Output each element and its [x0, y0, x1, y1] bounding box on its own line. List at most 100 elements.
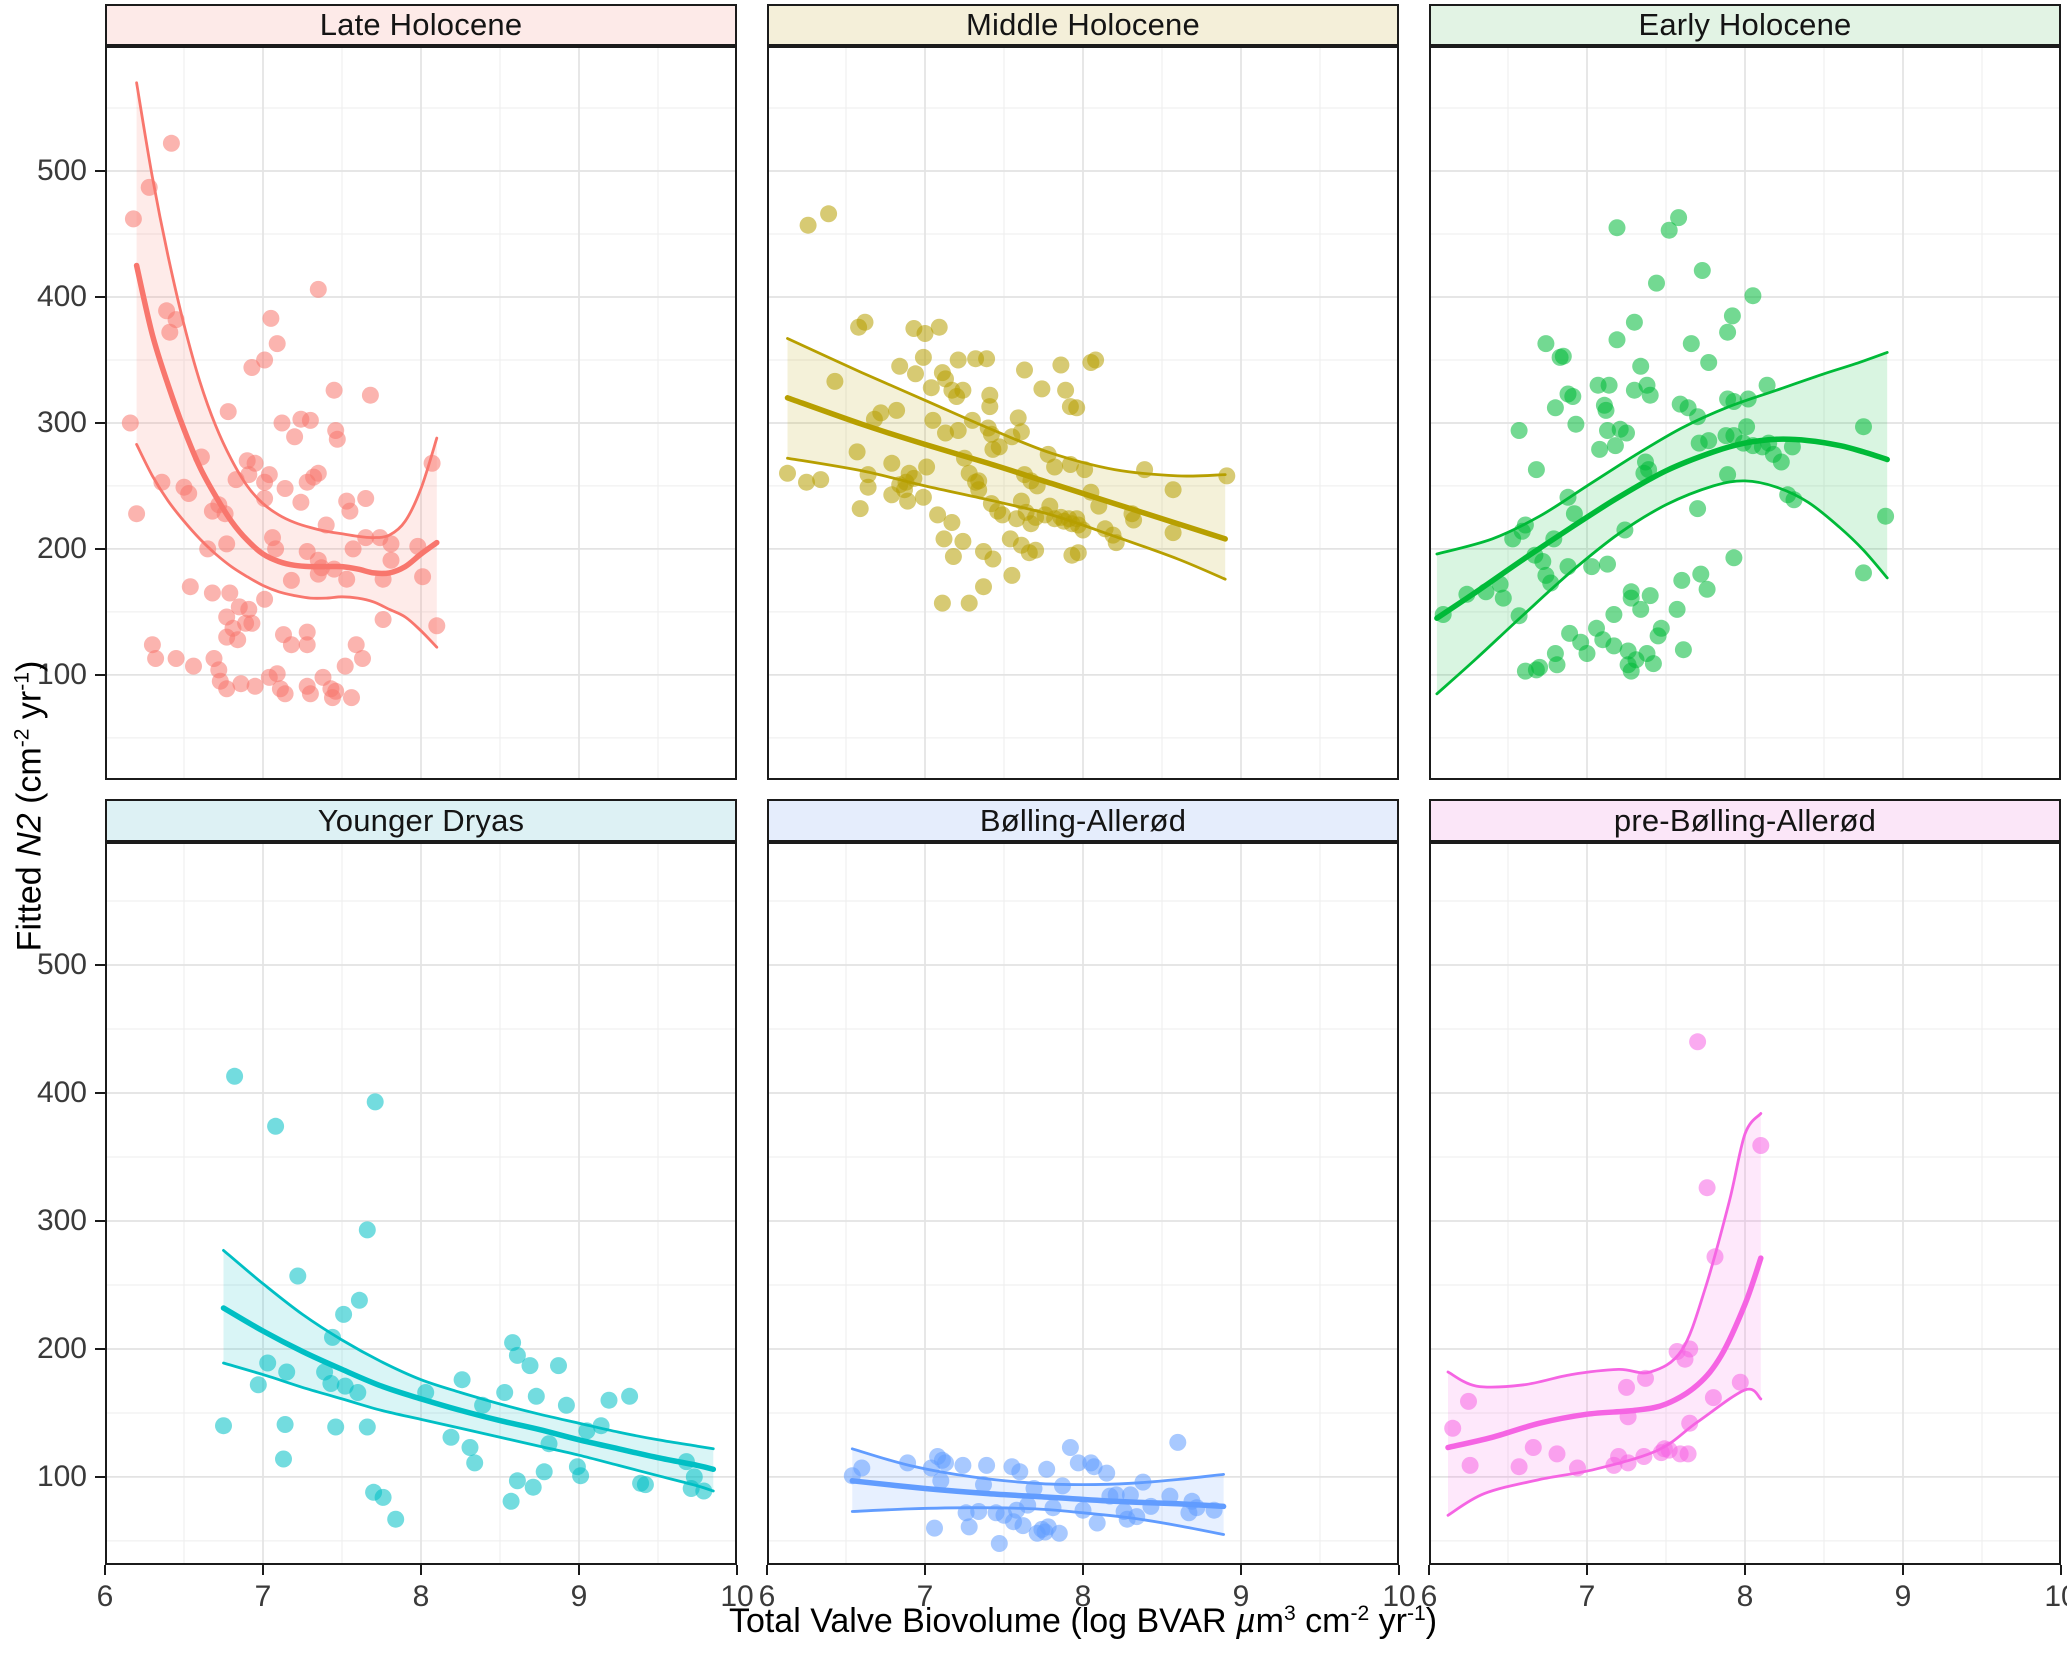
data-point	[140, 178, 158, 196]
data-point	[929, 506, 947, 524]
data-point	[535, 1463, 553, 1481]
data-point	[1591, 440, 1609, 458]
y-tick-label: 500	[36, 153, 87, 187]
data-point	[1618, 1378, 1635, 1396]
data-point	[1599, 422, 1616, 439]
title-segment: Fitted	[10, 856, 49, 951]
data-point	[128, 505, 146, 523]
data-point	[1679, 1445, 1697, 1463]
data-point	[243, 359, 261, 376]
data-point	[990, 438, 1008, 456]
data-point	[899, 492, 917, 510]
data-point	[1003, 428, 1021, 446]
x-tick-mark	[1743, 1565, 1747, 1575]
data-point	[221, 584, 239, 602]
data-point	[935, 530, 953, 548]
y-tick-label: 300	[36, 1203, 87, 1237]
data-point	[1704, 1389, 1722, 1407]
data-point	[344, 540, 362, 558]
title-segment: cm	[1295, 1602, 1351, 1640]
title-segment: N2	[10, 812, 49, 857]
trend-line	[849, 1478, 1227, 1510]
data-point	[933, 594, 951, 612]
data-point	[1618, 424, 1635, 442]
x-tick-mark	[1397, 1565, 1401, 1575]
data-point	[1772, 453, 1790, 471]
data-point	[1125, 511, 1143, 529]
x-tick-mark	[1901, 1565, 1905, 1575]
data-point	[1069, 1454, 1087, 1472]
data-point	[341, 502, 359, 520]
data-point	[524, 1478, 542, 1496]
data-point	[1559, 488, 1577, 506]
data-point	[298, 623, 316, 641]
data-point	[335, 1305, 353, 1323]
data-point	[1725, 549, 1743, 567]
x-tick-label: 10	[2044, 1580, 2067, 1613]
data-point	[853, 1459, 871, 1477]
data-point	[1527, 461, 1545, 479]
data-point	[327, 1418, 345, 1436]
y-tick-mark	[95, 673, 105, 677]
data-point	[508, 1346, 526, 1364]
y-tick-label: 500	[36, 947, 87, 981]
data-point	[147, 650, 165, 667]
data-point	[1608, 331, 1626, 349]
data-point	[826, 372, 844, 390]
data-point	[1855, 564, 1872, 582]
data-point	[276, 1416, 294, 1433]
y-tick-label: 200	[36, 1331, 87, 1365]
data-point	[357, 490, 375, 507]
data-point	[175, 478, 193, 496]
trend-line	[133, 262, 440, 577]
facet-strip-label: Early Holocene	[1638, 7, 1852, 42]
data-point	[914, 348, 932, 366]
data-point	[185, 657, 202, 675]
data-point	[256, 351, 274, 369]
title-segment: yr	[10, 690, 49, 729]
data-point	[1641, 386, 1659, 404]
data-point	[1134, 1473, 1152, 1491]
y-tick-mark	[95, 295, 105, 299]
data-point	[1038, 1460, 1056, 1478]
data-point	[496, 1384, 514, 1401]
data-point	[1644, 655, 1662, 673]
data-point	[1460, 1392, 1477, 1410]
data-point	[1690, 434, 1708, 452]
y-tick-mark	[95, 1219, 105, 1223]
data-point	[1011, 1463, 1029, 1481]
data-point	[859, 478, 877, 496]
data-point	[423, 454, 441, 472]
data-point	[1531, 658, 1549, 676]
data-point	[930, 318, 948, 336]
data-point	[382, 551, 400, 569]
data-point	[1738, 418, 1756, 436]
data-point	[1619, 1454, 1637, 1472]
data-point	[1668, 600, 1686, 618]
data-point	[219, 403, 237, 421]
trend-line	[1434, 436, 1890, 621]
y-tick-label: 300	[36, 405, 87, 439]
data-point	[347, 636, 365, 654]
data-point	[1016, 361, 1033, 379]
data-point	[1504, 530, 1522, 548]
data-point	[1700, 354, 1718, 371]
data-point	[1597, 401, 1615, 419]
data-point	[1068, 399, 1086, 417]
data-point	[1052, 356, 1070, 374]
data-point	[246, 677, 264, 695]
data-point	[918, 458, 936, 476]
data-point	[474, 1396, 492, 1414]
data-point	[387, 1510, 405, 1528]
data-point	[978, 350, 996, 368]
data-point	[1444, 1419, 1462, 1437]
data-point	[1578, 645, 1596, 662]
data-point	[466, 1454, 484, 1472]
title-segment: -2	[1350, 1602, 1370, 1626]
data-point	[1009, 409, 1027, 427]
data-point	[557, 1396, 575, 1414]
data-point	[286, 428, 304, 446]
data-point	[914, 488, 932, 506]
data-point	[1033, 380, 1051, 398]
data-point	[1161, 1487, 1179, 1505]
